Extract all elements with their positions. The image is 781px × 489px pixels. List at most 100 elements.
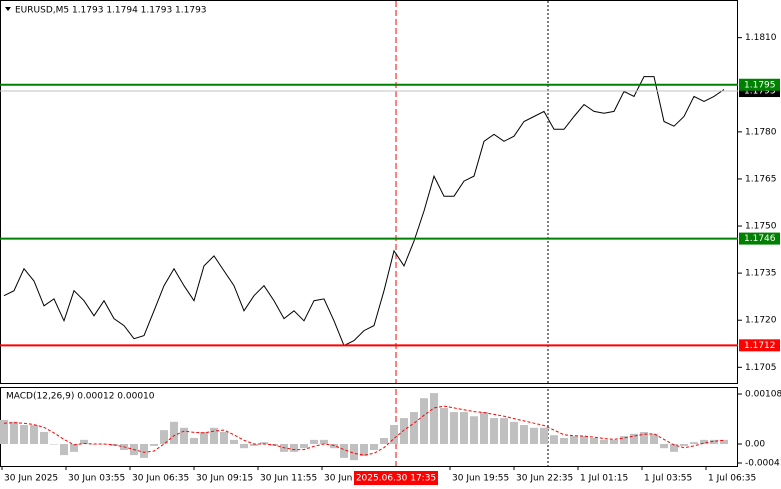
histogram-bar: [230, 439, 238, 445]
histogram-bar: [40, 431, 48, 445]
histogram-bar: [690, 442, 698, 445]
y-tick-label: 1.1720: [745, 316, 777, 326]
x-tick-label: 30 Jun 22:35: [516, 474, 573, 484]
histogram-bar: [150, 444, 158, 446]
level-box: [739, 232, 780, 245]
level-box: [739, 78, 780, 91]
histogram-bar: [430, 393, 438, 445]
histogram-bar: [650, 433, 658, 445]
y-tick-label: 1.1705: [745, 363, 777, 373]
histogram-bar: [510, 421, 518, 445]
histogram-bar: [500, 418, 508, 445]
histogram-bar: [200, 431, 208, 445]
y-tick-label: -0.00041: [745, 458, 781, 468]
time-label-box: [354, 471, 438, 485]
macd-title: MACD(12,26,9) 0.00012 0.00010: [6, 392, 155, 402]
histogram-bar: [180, 427, 188, 445]
histogram-bar: [220, 431, 228, 445]
x-tick-label: 30 Jun 03:55: [68, 474, 125, 484]
x-tick-label: 30 Jun 06:35: [132, 474, 189, 484]
histogram-bar: [320, 439, 328, 445]
x-tick-label: 1 Jul 03:55: [644, 474, 692, 484]
histogram-bar: [250, 444, 258, 446]
x-tick-label: 30 Jun 19:55: [452, 474, 509, 484]
histogram-bar: [260, 442, 268, 445]
x-tick-label: 30 Jun 11:55: [260, 474, 317, 484]
current-price-label: 1.1793: [744, 87, 776, 97]
x-tick-label: 1 Jul 06:35: [708, 474, 756, 484]
histogram-bar: [340, 444, 348, 458]
histogram-bar: [160, 430, 168, 445]
histogram-bar: [240, 444, 248, 449]
histogram-bar: [390, 425, 398, 445]
histogram-bar: [600, 439, 608, 445]
histogram-bar: [170, 421, 178, 445]
histogram-bar: [520, 425, 528, 445]
histogram-bar: [540, 427, 548, 445]
histogram-bar: [330, 444, 338, 449]
y-tick-label: 0.00: [745, 440, 765, 450]
histogram-bar: [620, 436, 628, 445]
histogram-bar: [410, 412, 418, 445]
histogram-bar: [550, 435, 558, 445]
series-line: [3, 405, 725, 456]
level-box: [739, 339, 780, 352]
histogram-bar: [450, 412, 458, 445]
histogram-bar: [670, 444, 678, 452]
histogram-bar: [420, 398, 428, 445]
histogram-bar: [400, 418, 408, 445]
histogram-bar: [700, 439, 708, 445]
x-tick-label: 30 Jun 2025: [4, 474, 58, 484]
histogram-bar: [0, 419, 8, 445]
histogram-bar: [140, 444, 148, 458]
y-tick-label: 1.1780: [745, 127, 777, 137]
histogram-bar: [310, 439, 318, 445]
histogram-bar: [530, 427, 538, 445]
histogram-bar: [470, 416, 478, 445]
y-tick-label: 1.1765: [745, 174, 777, 184]
histogram-bar: [480, 412, 488, 445]
histogram-bar: [80, 439, 88, 445]
histogram-bar: [300, 444, 308, 449]
menu-triangle: [5, 7, 11, 11]
histogram-bar: [30, 425, 38, 445]
histogram-bar: [360, 444, 368, 457]
histogram-bar: [350, 444, 358, 461]
histogram-bar: [380, 437, 388, 445]
histogram-bar: [570, 436, 578, 445]
macd-panel: [0, 387, 738, 467]
histogram-bar: [460, 412, 468, 445]
y-tick-label: 1.1735: [745, 269, 777, 279]
histogram-bar: [370, 444, 378, 451]
histogram-bar: [20, 425, 28, 445]
histogram-bar: [560, 437, 568, 445]
histogram-bar: [710, 439, 718, 445]
histogram-bar: [720, 439, 728, 445]
histogram-bar: [10, 421, 18, 445]
histogram-bar: [60, 444, 68, 456]
histogram-bar: [50, 444, 58, 445]
level-label: 1.1712: [744, 341, 776, 351]
histogram-bar: [440, 407, 448, 445]
histogram-bar: [490, 418, 498, 445]
x-tick-label: 1 Jul 01:15: [580, 474, 628, 484]
y-tick-label: 1.1750: [745, 222, 777, 232]
level-label: 1.1746: [744, 234, 776, 244]
main-panel: [0, 0, 738, 384]
histogram-bar: [580, 436, 588, 445]
histogram-bar: [210, 427, 218, 445]
level-label: 1.1795: [744, 80, 776, 90]
histogram-bar: [640, 431, 648, 445]
histogram-bar: [190, 437, 198, 445]
histogram-bar: [590, 437, 598, 445]
histogram-bar: [680, 444, 688, 446]
histogram-bar: [70, 444, 78, 452]
series-line: [3, 76, 725, 347]
histogram-bar: [660, 444, 668, 449]
histogram-bar: [630, 433, 638, 445]
histogram-bar: [290, 444, 298, 452]
y-tick-label: 0.00108: [745, 390, 781, 400]
time-label: 2025.06.30 17:35: [356, 474, 436, 484]
